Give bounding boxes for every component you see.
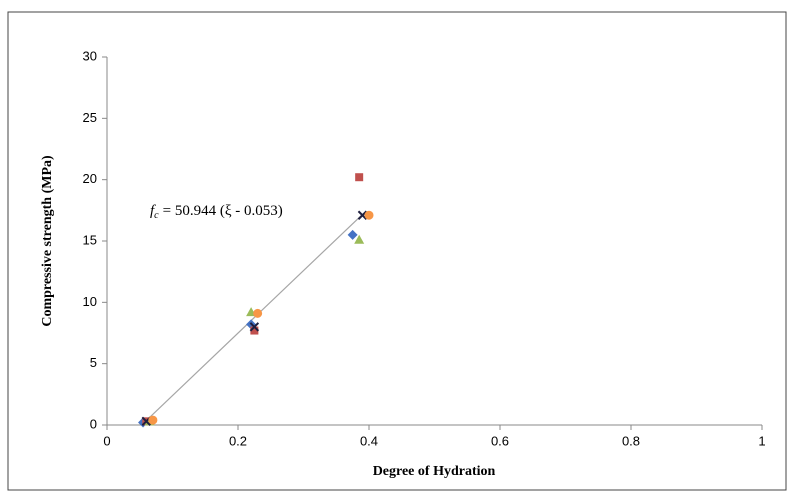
x-tick-label: 0.4	[360, 433, 378, 448]
circle-point	[253, 308, 263, 318]
y-tick-label: 0	[90, 416, 97, 431]
x-tick-label: 0.6	[491, 433, 509, 448]
square-point	[250, 326, 259, 335]
equation-text: = 50.944 (ξ - 0.053)	[163, 203, 283, 219]
y-tick-label: 20	[83, 171, 97, 186]
x-tick-label: 0.8	[622, 433, 640, 448]
equation-subscript: c	[154, 210, 159, 221]
square-point	[355, 173, 364, 182]
x-point	[357, 210, 368, 220]
x-tick-label: 0	[103, 433, 110, 448]
diamond-point	[347, 229, 358, 240]
y-tick-label: 5	[90, 355, 97, 370]
y-axis-title: Compressive strength (MPa)	[40, 155, 55, 327]
equation-annotation: fc = 50.944 (ξ - 0.053)	[150, 203, 283, 221]
circle-point	[148, 415, 158, 425]
circle-point	[364, 210, 374, 220]
trendline	[145, 213, 363, 422]
x-tick-label: 0.2	[229, 433, 247, 448]
y-tick-label: 30	[83, 48, 97, 63]
x-axis-title: Degree of Hydration	[373, 464, 496, 479]
x-tick-label: 1	[758, 433, 765, 448]
equation-symbol: f	[150, 203, 156, 219]
y-tick-label: 25	[83, 110, 97, 125]
y-tick-label: 10	[83, 294, 97, 309]
y-tick-label: 15	[83, 232, 97, 247]
triangle-point	[354, 234, 365, 244]
chart-frame	[7, 11, 787, 491]
x-point	[249, 322, 260, 332]
